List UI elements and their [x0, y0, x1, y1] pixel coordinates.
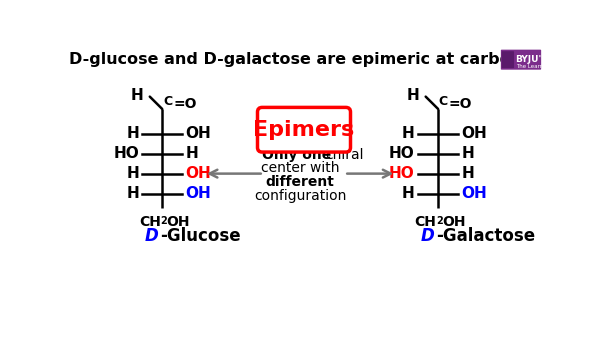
Text: OH: OH: [186, 166, 211, 181]
Text: H: H: [186, 146, 198, 161]
Text: center with: center with: [261, 161, 339, 175]
Text: 2: 2: [437, 216, 443, 226]
Text: OH: OH: [461, 126, 487, 141]
Text: H: H: [407, 88, 420, 103]
Text: H: H: [402, 126, 415, 141]
FancyBboxPatch shape: [501, 49, 541, 70]
Text: -Glucose: -Glucose: [160, 227, 241, 245]
Text: OH: OH: [186, 126, 211, 141]
Text: configuration: configuration: [254, 189, 346, 203]
Text: H: H: [126, 126, 139, 141]
Text: OH: OH: [461, 186, 487, 201]
Text: HO: HO: [113, 146, 139, 161]
FancyBboxPatch shape: [502, 51, 514, 68]
Text: C: C: [163, 95, 172, 108]
Text: H: H: [461, 166, 474, 181]
Text: chiral: chiral: [325, 148, 364, 162]
Text: C: C: [439, 95, 448, 108]
Text: H: H: [131, 88, 144, 103]
Text: HO: HO: [389, 166, 415, 181]
Text: different: different: [266, 175, 335, 189]
Text: CH: CH: [139, 215, 160, 229]
Text: -Galactose: -Galactose: [436, 227, 535, 245]
Text: H: H: [402, 186, 415, 201]
Text: OH: OH: [442, 215, 466, 229]
Text: =O: =O: [449, 97, 472, 111]
Text: D: D: [420, 227, 434, 245]
Text: CH: CH: [415, 215, 437, 229]
Text: Only one: Only one: [262, 148, 331, 162]
Text: OH: OH: [186, 186, 211, 201]
Text: 2: 2: [160, 216, 168, 226]
Text: The Learning App: The Learning App: [516, 64, 564, 69]
Text: D-glucose and D-galactose are epimeric at carbon-4: D-glucose and D-galactose are epimeric a…: [69, 52, 540, 67]
Text: D: D: [145, 227, 159, 245]
Text: =O: =O: [173, 97, 197, 111]
Text: H: H: [126, 186, 139, 201]
Text: HO: HO: [389, 146, 415, 161]
Text: Epimers: Epimers: [253, 120, 355, 140]
FancyBboxPatch shape: [257, 108, 350, 152]
Text: H: H: [461, 146, 474, 161]
Text: OH: OH: [166, 215, 189, 229]
Text: H: H: [126, 166, 139, 181]
Text: BYJU'S: BYJU'S: [516, 55, 548, 64]
